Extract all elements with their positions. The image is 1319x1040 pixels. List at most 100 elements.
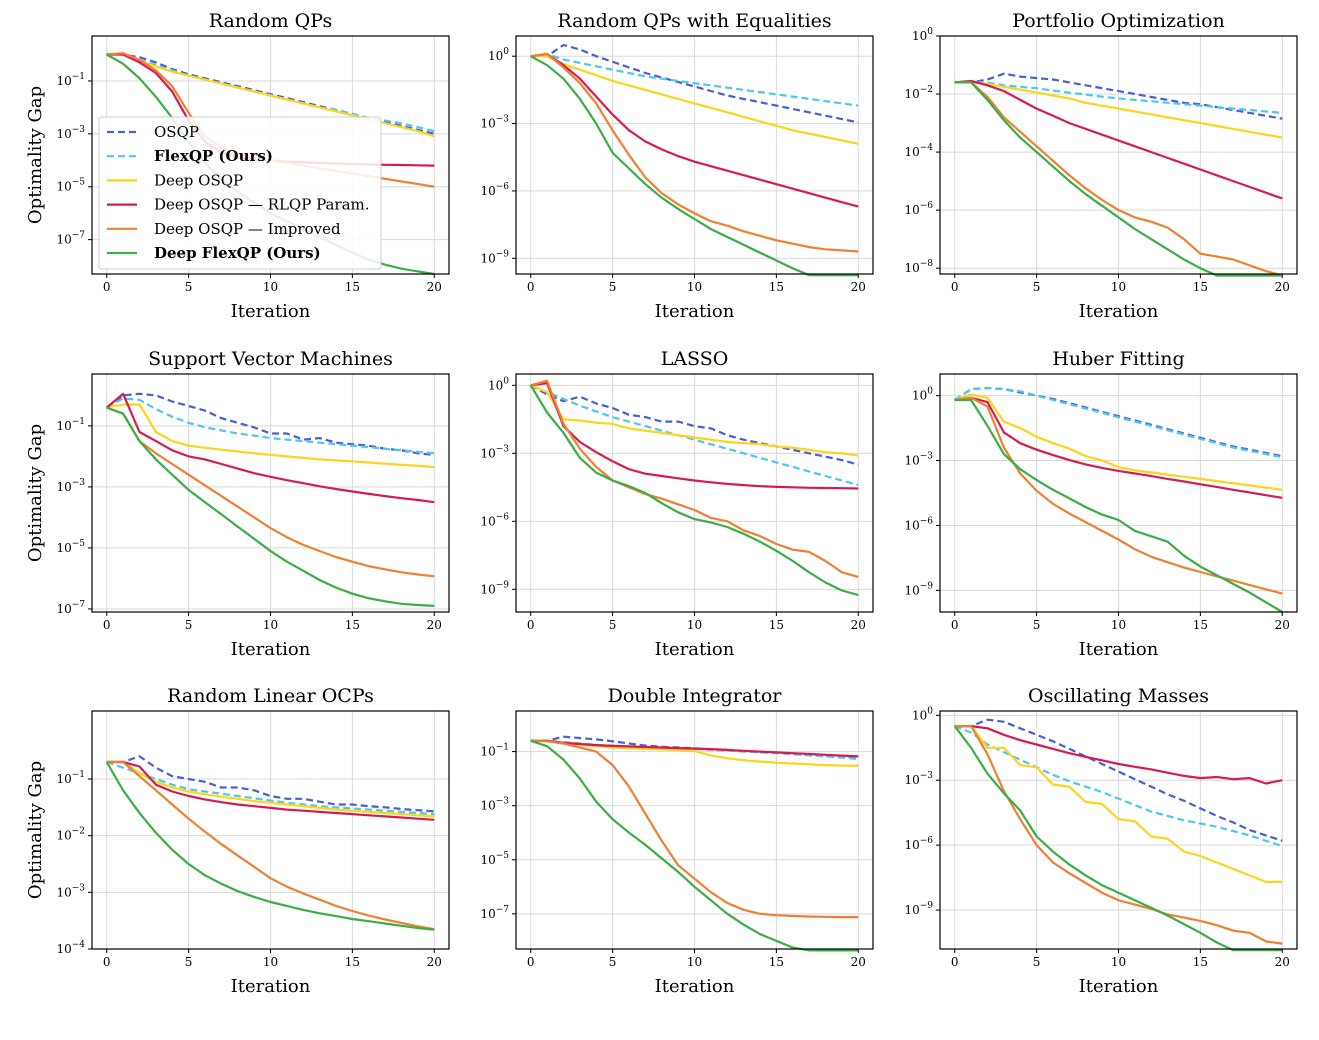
series-line-deep-osqp-rlqp [106, 760, 435, 821]
panel-support-vector-machines: Support Vector Machines 0 5 10 15 20 10−1 10−3 1… [25, 348, 450, 660]
x-tick-label: 5 [1033, 618, 1041, 632]
panel-random-qps-with-equalities: Random QPs with Equalities 0 5 10 15 20 100 10−… [480, 10, 874, 322]
x-tick-label: 20 [427, 955, 442, 969]
x-tick-label: 0 [527, 955, 535, 969]
series-line-deep-osqp-improved [530, 52, 859, 253]
y-tick-label: 10−9 [480, 580, 509, 596]
x-tick-label: 5 [1033, 955, 1041, 969]
series-line-osqp [106, 755, 435, 813]
x-tick-label: 10 [1111, 955, 1126, 969]
y-tick-label: 10−3 [56, 125, 85, 141]
x-tick-label: 0 [103, 280, 111, 294]
series-line-flexqp [106, 760, 435, 816]
panel-oscillating-masses: Oscillating Masses 0 5 10 15 20 100 10−3 10−6 10−… [904, 685, 1298, 997]
x-tick-label: 15 [345, 955, 360, 969]
x-tick-label: 15 [1193, 280, 1208, 294]
x-axis-label: Iteration [1079, 639, 1159, 660]
y-tick-label: 10−3 [904, 452, 933, 468]
series-line-osqp [954, 72, 1283, 120]
panel-lasso: LASSO 0 5 10 15 20 100 10−3 10−6 10−9 Iteration [480, 348, 874, 660]
series-line-osqp [954, 718, 1283, 842]
series-line-osqp [530, 384, 859, 466]
series-line-deep-flexqp [105, 761, 435, 931]
x-tick-label: 10 [687, 955, 702, 969]
x-axis-label: Iteration [655, 639, 735, 660]
x-tick-label: 15 [769, 955, 784, 969]
y-tick-label: 10−6 [904, 516, 933, 532]
x-tick-label: 20 [427, 280, 442, 294]
y-tick-label: 10−1 [56, 72, 85, 88]
series-line-flexqp [530, 384, 859, 487]
x-tick-label: 15 [345, 280, 360, 294]
series-line-deep-osqp-improved [954, 396, 1283, 595]
y-tick-label: 10−6 [480, 182, 509, 198]
series-line-deep-flexqp [954, 81, 1283, 277]
x-tick-label: 0 [103, 618, 111, 632]
panel-title: Random Linear OCPs [167, 685, 374, 707]
y-tick-label: 100 [912, 27, 933, 43]
y-tick-label: 10−2 [904, 85, 933, 101]
series-line-deep-osqp-rlqp [954, 79, 1283, 200]
y-tick-label: 10−1 [480, 743, 509, 759]
series-line-deep-flexqp [953, 725, 1283, 952]
legend-box [98, 116, 382, 270]
panel-title: LASSO [661, 348, 729, 370]
y-tick-label: 10−5 [56, 178, 85, 194]
series-line-deep-osqp-improved [106, 406, 435, 578]
y-tick-label: 10−8 [904, 259, 933, 275]
x-tick-label: 0 [103, 955, 111, 969]
legend-label-flexqp: FlexQP (Ours) [154, 147, 273, 165]
y-tick-label: 10−9 [480, 249, 509, 265]
y-tick-label: 10−3 [480, 444, 509, 460]
x-tick-label: 0 [527, 280, 535, 294]
panel-title: Portfolio Optimization [1012, 10, 1225, 32]
series-line-osqp [530, 43, 859, 124]
series-line-deep-flexqp [106, 406, 435, 607]
x-tick-label: 10 [1111, 618, 1126, 632]
legend-label-osqp: OSQP [154, 123, 199, 141]
y-tick-label: 10−3 [56, 478, 85, 494]
x-tick-label: 15 [1193, 618, 1208, 632]
panel-title: Random QPs with Equalities [557, 10, 831, 32]
series-line-deep-flexqp [529, 384, 859, 597]
x-tick-label: 20 [1275, 618, 1290, 632]
x-tick-label: 20 [851, 618, 866, 632]
y-tick-label: 10−1 [56, 417, 85, 433]
panel-random-qps: Random QPs 0 5 10 15 20 10−1 10−3 10−5 10−7 Iterat… [25, 10, 450, 322]
x-axis-label: Iteration [231, 976, 311, 997]
y-tick-label: 10−6 [904, 836, 933, 852]
series-line-deep-osqp-improved [530, 379, 859, 578]
x-axis-label: Iteration [655, 976, 735, 997]
legend-label-deep-flexqp: Deep FlexQP (Ours) [154, 244, 321, 262]
y-tick-label: 10−6 [904, 201, 933, 217]
panel-title: Random QPs [209, 10, 333, 32]
x-axis-label: Iteration [1079, 976, 1159, 997]
y-tick-label: 10−3 [56, 883, 85, 899]
y-tick-label: 100 [912, 706, 933, 722]
series-line-deep-osqp-improved [530, 739, 859, 919]
panel-title: Double Integrator [608, 685, 783, 707]
y-tick-label: 10−3 [480, 115, 509, 131]
y-tick-label: 10−7 [56, 231, 85, 247]
series-line-deep-osqp [954, 81, 1283, 139]
x-tick-label: 15 [345, 618, 360, 632]
y-tick-label: 10−6 [480, 512, 509, 528]
x-tick-label: 5 [185, 955, 193, 969]
x-tick-label: 0 [527, 618, 535, 632]
y-tick-label: 10−5 [480, 851, 509, 867]
series-line-deep-flexqp [530, 55, 859, 277]
y-axis-label: Optimality Gap [25, 424, 46, 562]
series-line-osqp [530, 735, 859, 759]
x-tick-label: 0 [951, 280, 959, 294]
y-axis-label: Optimality Gap [25, 761, 46, 899]
x-tick-label: 10 [1111, 280, 1126, 294]
series-line-deep-osqp-rlqp [954, 396, 1283, 499]
y-tick-label: 10−7 [56, 600, 85, 616]
series-line-deep-osqp [954, 393, 1283, 491]
x-tick-label: 20 [1275, 955, 1290, 969]
panel-title: Support Vector Machines [148, 348, 393, 370]
y-tick-label: 10−3 [480, 797, 509, 813]
x-tick-label: 20 [851, 280, 866, 294]
x-tick-label: 5 [1033, 280, 1041, 294]
x-axis-label: Iteration [1079, 301, 1159, 322]
